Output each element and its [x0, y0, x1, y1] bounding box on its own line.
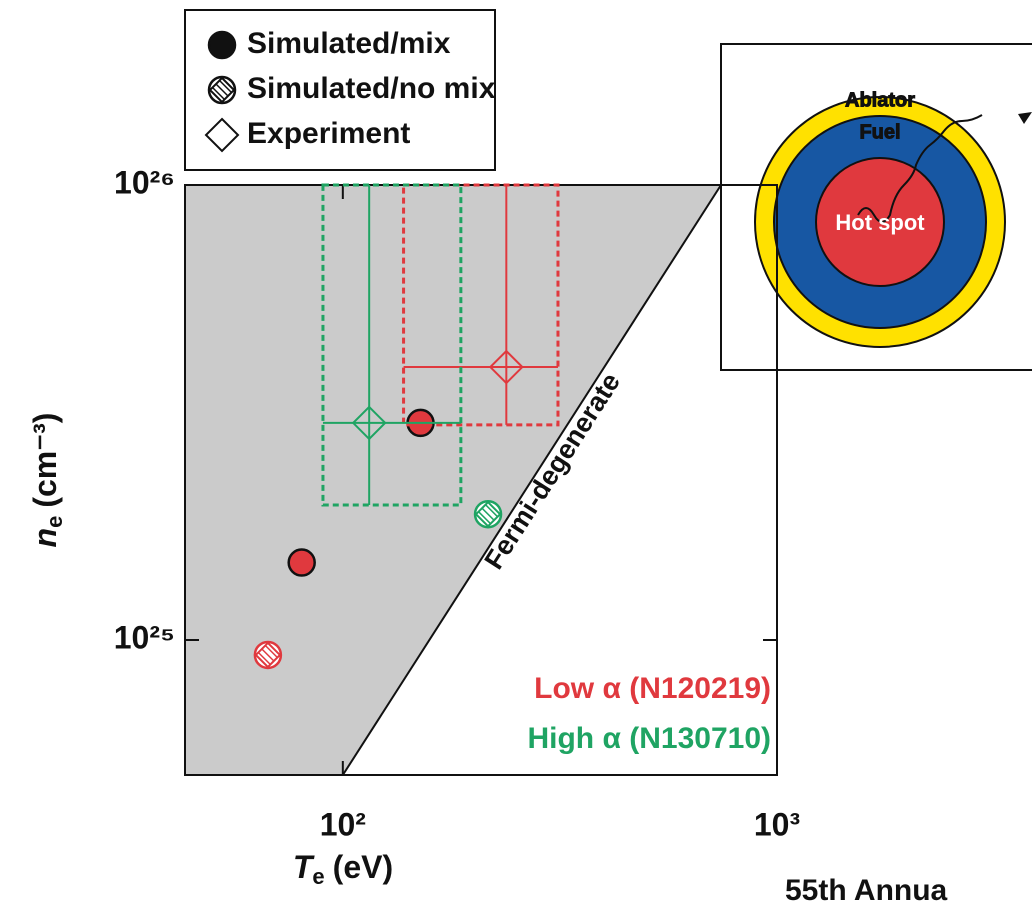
- point-hatch: [258, 645, 278, 665]
- arrow-head: [1018, 112, 1032, 124]
- fermi-boundary: [341, 184, 722, 776]
- legend-marker: [207, 75, 237, 105]
- error-box: [402, 183, 560, 427]
- x-axis-label-sub: e: [312, 864, 324, 889]
- error-box: [321, 183, 463, 507]
- x-tick-label: 10²: [320, 806, 366, 842]
- point-diamond: [208, 76, 236, 104]
- x-tick-label: 10³: [754, 806, 800, 842]
- point-hatch: [478, 504, 498, 524]
- annotation: High α (N130710): [527, 722, 771, 755]
- legend-label: Experiment: [247, 117, 410, 150]
- point: [253, 640, 283, 670]
- y-tick-label: 10²⁶: [114, 164, 175, 200]
- y-axis-label-unit: (cm⁻³): [27, 413, 63, 508]
- plot-frame: [184, 184, 778, 776]
- layer-label: Ablator: [845, 89, 915, 111]
- x-axis-label: Te (eV): [293, 849, 393, 888]
- point: [473, 499, 503, 529]
- point: [488, 349, 524, 385]
- legend-marker: [207, 30, 237, 60]
- legend-box: [184, 9, 496, 171]
- footer: 55th Annua: [785, 874, 948, 903]
- y-axis-label: ne (cm⁻³): [27, 413, 66, 548]
- point-diamond: [254, 641, 282, 669]
- y-axis-label-symbol: n: [27, 528, 63, 548]
- y-tick-label: 10²⁵: [114, 619, 175, 655]
- legend-label: Simulated/mix: [247, 27, 451, 60]
- annotation: Low α (N120219): [534, 672, 771, 705]
- legend-label: Simulated/no mix: [247, 72, 496, 105]
- layer-label: Fuel: [859, 121, 900, 143]
- inset: Ablator Fuel Hot spot: [720, 43, 1032, 371]
- point: [287, 548, 316, 577]
- layer-label: Hot spot: [835, 210, 925, 235]
- point-hatch: [212, 80, 232, 100]
- x-axis-label-symbol: T: [293, 849, 315, 885]
- degenerate-region: [185, 185, 721, 775]
- emission-path: [857, 114, 983, 223]
- y-axis-label-sub: e: [42, 516, 67, 528]
- x-axis-label-unit: (eV): [333, 849, 393, 885]
- point: [351, 405, 387, 441]
- point-diamond: [474, 500, 502, 528]
- legend-marker: [204, 117, 240, 153]
